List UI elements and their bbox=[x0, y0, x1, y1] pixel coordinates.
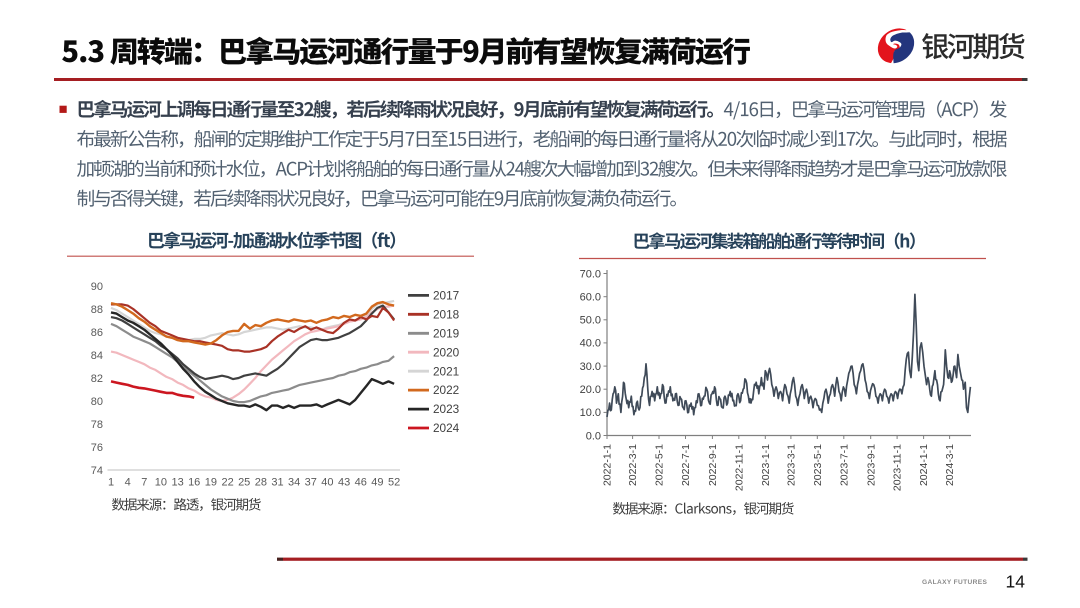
svg-text:37: 37 bbox=[305, 477, 317, 489]
svg-text:2017: 2017 bbox=[433, 289, 459, 303]
svg-text:84: 84 bbox=[91, 350, 103, 362]
svg-text:82: 82 bbox=[91, 373, 103, 385]
svg-text:2023-9-1: 2023-9-1 bbox=[865, 444, 877, 486]
svg-text:34: 34 bbox=[288, 477, 300, 489]
svg-text:2018: 2018 bbox=[433, 307, 460, 321]
svg-text:0.0: 0.0 bbox=[586, 430, 601, 442]
svg-text:40.0: 40.0 bbox=[580, 338, 601, 350]
svg-text:78: 78 bbox=[91, 419, 103, 431]
svg-text:52: 52 bbox=[388, 477, 400, 489]
svg-text:40: 40 bbox=[321, 477, 333, 489]
svg-text:49: 49 bbox=[371, 477, 383, 489]
svg-text:2023-3-1: 2023-3-1 bbox=[786, 444, 798, 486]
svg-text:28: 28 bbox=[255, 477, 267, 489]
svg-text:90: 90 bbox=[91, 281, 103, 293]
svg-text:70.0: 70.0 bbox=[580, 268, 601, 280]
svg-text:74: 74 bbox=[91, 465, 103, 477]
svg-text:22: 22 bbox=[221, 477, 233, 489]
svg-text:2023-5-1: 2023-5-1 bbox=[812, 444, 824, 486]
svg-text:2023: 2023 bbox=[433, 402, 460, 416]
svg-text:13: 13 bbox=[171, 477, 183, 489]
svg-text:30.0: 30.0 bbox=[580, 361, 601, 373]
svg-text:46: 46 bbox=[355, 477, 367, 489]
svg-text:2023-1-1: 2023-1-1 bbox=[760, 444, 772, 486]
svg-text:76: 76 bbox=[91, 442, 103, 454]
svg-text:50.0: 50.0 bbox=[580, 315, 601, 327]
svg-text:60.0: 60.0 bbox=[580, 292, 601, 304]
svg-text:2024: 2024 bbox=[433, 421, 460, 435]
svg-text:2021: 2021 bbox=[433, 364, 459, 378]
svg-text:2020: 2020 bbox=[433, 345, 460, 359]
svg-text:2023-11-1: 2023-11-1 bbox=[892, 444, 904, 491]
svg-text:2022-11-1: 2022-11-1 bbox=[733, 444, 745, 491]
svg-text:2023-7-1: 2023-7-1 bbox=[838, 444, 850, 486]
svg-text:20.0: 20.0 bbox=[580, 384, 601, 396]
svg-text:43: 43 bbox=[338, 477, 350, 489]
svg-text:80: 80 bbox=[91, 396, 103, 408]
svg-text:19: 19 bbox=[205, 477, 217, 489]
svg-text:4: 4 bbox=[125, 477, 131, 489]
svg-text:GALAXY FUTURES: GALAXY FUTURES bbox=[922, 579, 987, 586]
svg-text:10: 10 bbox=[155, 477, 167, 489]
svg-text:25: 25 bbox=[238, 477, 250, 489]
svg-text:7: 7 bbox=[141, 477, 147, 489]
svg-text:2022-7-1: 2022-7-1 bbox=[680, 444, 692, 486]
svg-text:2022: 2022 bbox=[433, 383, 459, 397]
svg-text:16: 16 bbox=[188, 477, 200, 489]
svg-text:10.0: 10.0 bbox=[580, 407, 601, 419]
svg-text:1: 1 bbox=[108, 477, 114, 489]
svg-text:2019: 2019 bbox=[433, 326, 459, 340]
svg-text:2022-5-1: 2022-5-1 bbox=[654, 444, 666, 486]
svg-text:88: 88 bbox=[91, 304, 103, 316]
svg-text:2024-3-1: 2024-3-1 bbox=[944, 444, 956, 486]
svg-text:14: 14 bbox=[1006, 572, 1026, 592]
svg-text:86: 86 bbox=[91, 327, 103, 339]
svg-text:2022-3-1: 2022-3-1 bbox=[627, 444, 639, 486]
svg-text:2022-1-1: 2022-1-1 bbox=[602, 444, 614, 486]
svg-text:2022-9-1: 2022-9-1 bbox=[707, 444, 719, 486]
svg-text:31: 31 bbox=[271, 477, 283, 489]
svg-text:2024-1-1: 2024-1-1 bbox=[918, 444, 930, 486]
